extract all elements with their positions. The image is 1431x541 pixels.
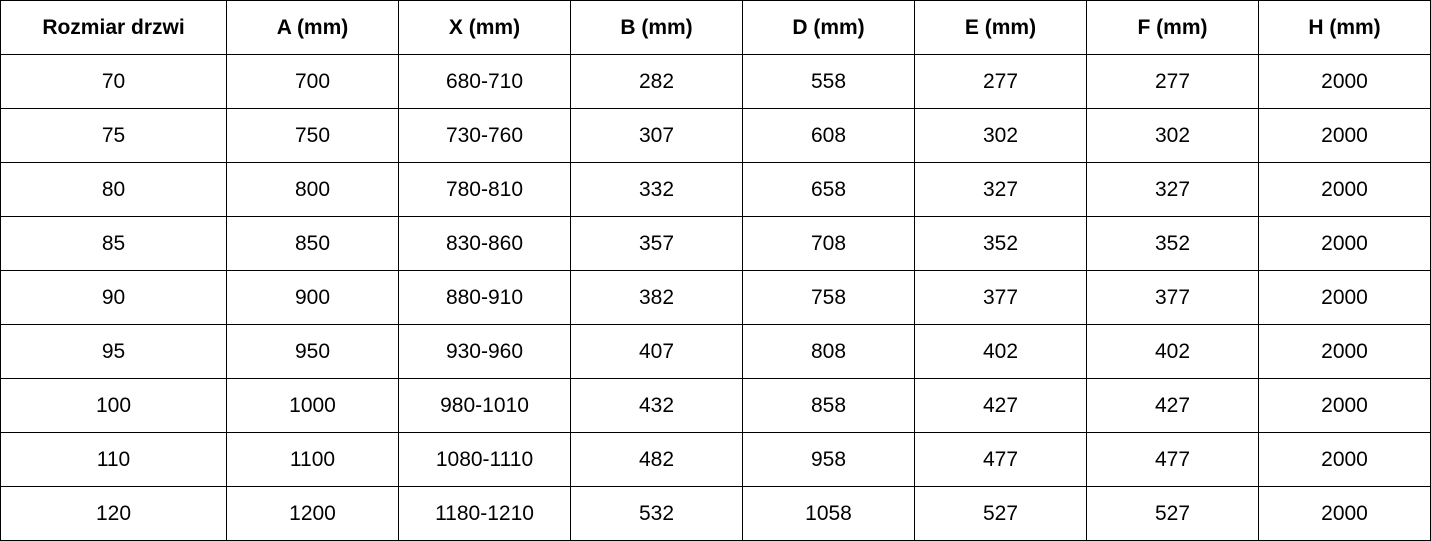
column-header: Rozmiar drzwi [0,0,227,55]
table-cell: 482 [570,432,743,487]
table-cell: 800 [226,162,399,217]
column-header: H (mm) [1258,0,1431,55]
table-cell: 477 [1086,432,1259,487]
table-cell: 730-760 [398,108,571,163]
table-cell: 527 [914,486,1087,541]
column-header: B (mm) [570,0,743,55]
table-cell: 427 [1086,378,1259,433]
table-cell: 75 [0,108,227,163]
table-cell: 930-960 [398,324,571,379]
table-cell: 477 [914,432,1087,487]
table-cell: 302 [914,108,1087,163]
table-cell: 332 [570,162,743,217]
table-cell: 532 [570,486,743,541]
table-cell: 95 [0,324,227,379]
table-cell: 680-710 [398,54,571,109]
table-cell: 658 [742,162,915,217]
column-header: E (mm) [914,0,1087,55]
table-cell: 277 [914,54,1087,109]
table-cell: 120 [0,486,227,541]
table-cell: 980-1010 [398,378,571,433]
table-cell: 2000 [1258,54,1431,109]
table-cell: 2000 [1258,378,1431,433]
table-cell: 327 [914,162,1087,217]
table-cell: 377 [914,270,1087,325]
table-cell: 708 [742,216,915,271]
table-cell: 100 [0,378,227,433]
table-cell: 1100 [226,432,399,487]
table-cell: 80 [0,162,227,217]
table-cell: 2000 [1258,108,1431,163]
table-cell: 1058 [742,486,915,541]
table-cell: 527 [1086,486,1259,541]
table-row: 120 1200 1180-1210 532 1058 527 527 2000 [0,486,1431,541]
table-cell: 2000 [1258,486,1431,541]
table-cell: 2000 [1258,162,1431,217]
table-row: 70 700 680-710 282 558 277 277 2000 [0,54,1431,109]
table-row: 90 900 880-910 382 758 377 377 2000 [0,270,1431,325]
table-cell: 2000 [1258,432,1431,487]
table-cell: 357 [570,216,743,271]
table-cell: 808 [742,324,915,379]
table-cell: 352 [1086,216,1259,271]
column-header: A (mm) [226,0,399,55]
table-cell: 407 [570,324,743,379]
table-cell: 402 [914,324,1087,379]
column-header: D (mm) [742,0,915,55]
table-row: 95 950 930-960 407 808 402 402 2000 [0,324,1431,379]
table-cell: 327 [1086,162,1259,217]
table-cell: 1000 [226,378,399,433]
table-row: 80 800 780-810 332 658 327 327 2000 [0,162,1431,217]
table-cell: 1200 [226,486,399,541]
table-cell: 110 [0,432,227,487]
table-cell: 427 [914,378,1087,433]
table-cell: 307 [570,108,743,163]
column-header: X (mm) [398,0,571,55]
table-cell: 780-810 [398,162,571,217]
table-cell: 830-860 [398,216,571,271]
table-cell: 377 [1086,270,1259,325]
column-header: F (mm) [1086,0,1259,55]
table-row: 75 750 730-760 307 608 302 302 2000 [0,108,1431,163]
table-cell: 282 [570,54,743,109]
table-cell: 90 [0,270,227,325]
table-cell: 277 [1086,54,1259,109]
table-cell: 700 [226,54,399,109]
table-cell: 2000 [1258,324,1431,379]
table-cell: 2000 [1258,270,1431,325]
table-cell: 432 [570,378,743,433]
table-cell: 958 [742,432,915,487]
table-cell: 382 [570,270,743,325]
table-cell: 1180-1210 [398,486,571,541]
table-cell: 858 [742,378,915,433]
table-row: 110 1100 1080-1110 482 958 477 477 2000 [0,432,1431,487]
table-cell: 402 [1086,324,1259,379]
table-cell: 750 [226,108,399,163]
table-cell: 2000 [1258,216,1431,271]
table-cell: 900 [226,270,399,325]
table-cell: 302 [1086,108,1259,163]
table-cell: 1080-1110 [398,432,571,487]
table-cell: 950 [226,324,399,379]
table-cell: 85 [0,216,227,271]
table-row: 100 1000 980-1010 432 858 427 427 2000 [0,378,1431,433]
table-row: 85 850 830-860 357 708 352 352 2000 [0,216,1431,271]
header-row: Rozmiar drzwi A (mm) X (mm) B (mm) D (mm) E (… [0,0,1431,55]
table-cell: 608 [742,108,915,163]
table-cell: 850 [226,216,399,271]
table-cell: 758 [742,270,915,325]
table-cell: 352 [914,216,1087,271]
table-cell: 558 [742,54,915,109]
table-cell: 880-910 [398,270,571,325]
table-cell: 70 [0,54,227,109]
